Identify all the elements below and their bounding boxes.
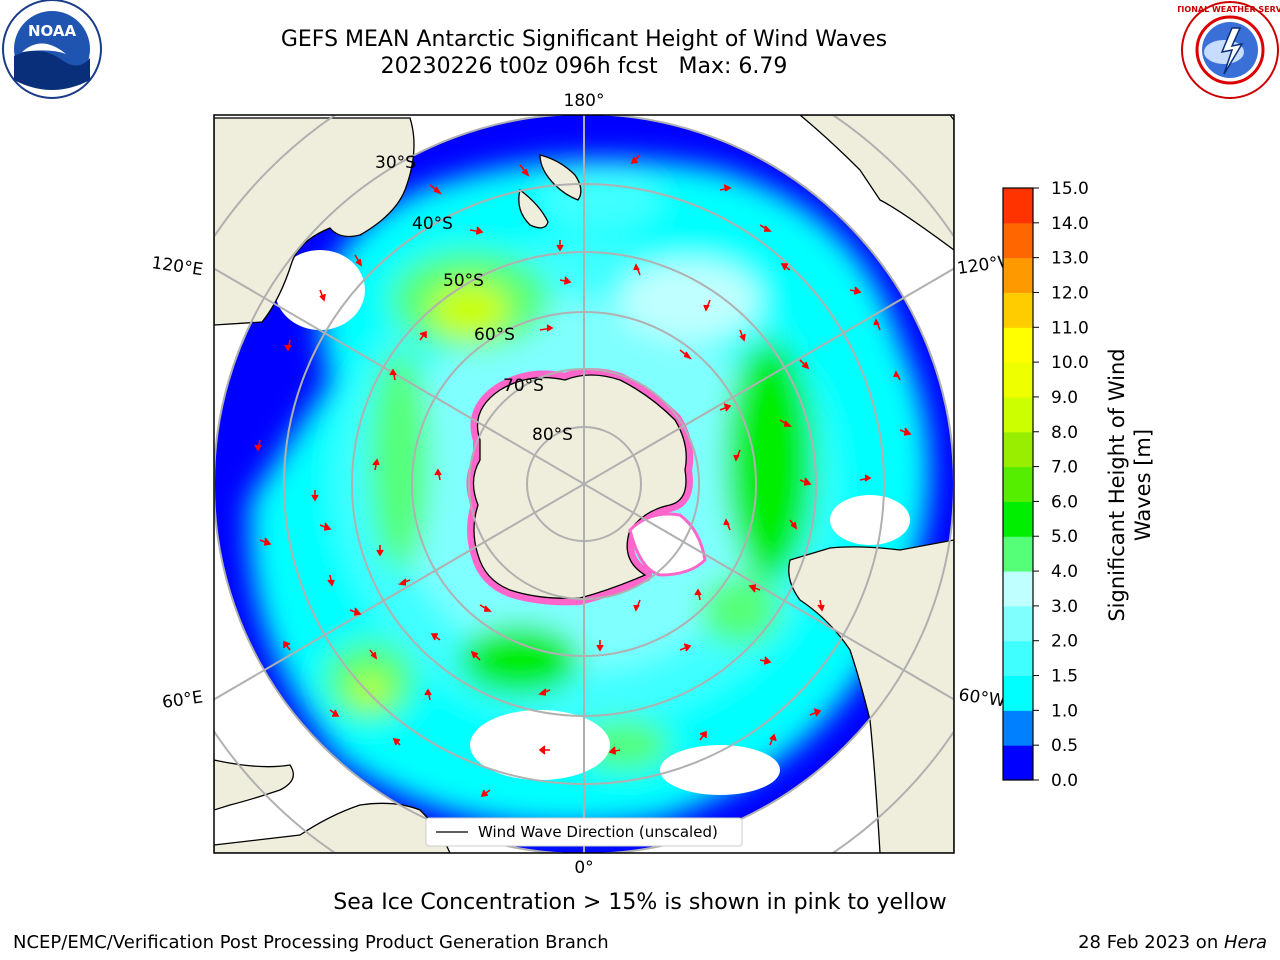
- credit-right: 28 Feb 2023 on Hera: [1078, 932, 1267, 953]
- colorbar-tick-label: 11.0: [1051, 318, 1089, 338]
- colorbar-segment: [1003, 396, 1033, 433]
- colorbar-segment: [1003, 501, 1033, 537]
- colorbar-tick-label: 15.0: [1051, 179, 1089, 199]
- land-masses: [214, 115, 954, 853]
- latitude-labels: 30°S 40°S 50°S 60°S 70°S 80°S: [375, 153, 573, 445]
- colorbar-tick-label: 4.0: [1051, 562, 1078, 582]
- legend-label: Wind Wave Direction (unscaled): [478, 823, 718, 841]
- map-area: Wind Wave Direction (unscaled) 30°S 40°S…: [214, 115, 954, 853]
- credit-left: NCEP/EMC/Verification Post Processing Pr…: [13, 932, 609, 953]
- colorbar-tick-label: 13.0: [1051, 249, 1089, 269]
- colorbar-segment: [1003, 362, 1033, 398]
- map-figure: Wind Wave Direction (unscaled) 30°S 40°S…: [150, 91, 1155, 878]
- colorbar-label-line1: Significant Height of Wind: [1105, 348, 1129, 621]
- colorbar-segment: [1003, 536, 1033, 572]
- lat-label-30s: 30°S: [375, 153, 416, 173]
- lon-label-120e: 120°E: [150, 253, 204, 280]
- chart-title: GEFS MEAN Antarctic Significant Height o…: [280, 27, 888, 52]
- credit-host: Hera: [1223, 932, 1267, 953]
- colorbar-tick-label: 1.0: [1051, 701, 1078, 721]
- colorbar-segment: [1003, 640, 1033, 677]
- map-legend: Wind Wave Direction (unscaled): [425, 817, 743, 847]
- lon-label-60w: 60°W: [957, 685, 1006, 711]
- wind-direction-arrows: [254, 154, 912, 798]
- colorbar-tick-label: 1.5: [1051, 667, 1078, 687]
- lon-label-180: 180°: [564, 91, 605, 111]
- map-frame: [213, 114, 955, 854]
- sea-ice-note: Sea Ice Concentration > 15% is shown in …: [333, 890, 947, 915]
- colorbar-tick-label: 0.5: [1051, 736, 1078, 756]
- colorbar-tick-label: 5.0: [1051, 527, 1078, 547]
- lat-label-70s: 70°S: [503, 376, 544, 396]
- colorbar-tick-label: 0.0: [1051, 771, 1078, 791]
- colorbar-tick-label: 3.0: [1051, 597, 1078, 617]
- lat-label-80s: 80°S: [532, 425, 573, 445]
- noaa-logo-text: NOAA: [28, 22, 77, 40]
- credit-date: 28 Feb 2023 on: [1078, 932, 1224, 953]
- colorbar-segment: [1003, 431, 1033, 468]
- colorbar-tick-label: 9.0: [1051, 388, 1078, 408]
- lat-label-40s: 40°S: [412, 214, 453, 234]
- colorbar-segment: [1003, 222, 1033, 259]
- colorbar: 0.0 0.5 1.0 1.5 2.0 3.0 4.0 5.0 6.0 7.0 8.0 9.0 10.0…: [1002, 179, 1089, 791]
- colorbar-segment: [1003, 745, 1033, 781]
- colorbar-segment: [1003, 605, 1033, 642]
- colorbar-segment: [1003, 466, 1033, 502]
- colorbar-tick-label: 12.0: [1051, 283, 1089, 303]
- colorbar-segment: [1003, 710, 1033, 746]
- lat-label-50s: 50°S: [443, 271, 484, 291]
- colorbar-label-line2: Waves [m]: [1131, 429, 1155, 541]
- colorbar-tick-label: 2.0: [1051, 632, 1078, 652]
- noaa-logo: NOAA: [2, 0, 102, 99]
- colorbar-segment: [1003, 675, 1033, 711]
- colorbar-frame: [1002, 187, 1034, 781]
- colorbar-segment: [1003, 327, 1033, 363]
- lon-label-60e: 60°E: [161, 687, 204, 712]
- colorbar-segment: [1003, 571, 1033, 607]
- nws-logo: NATIONAL WEATHER SERVICE: [1178, 1, 1280, 99]
- colorbar-segment: [1003, 188, 1033, 224]
- colorbar-tick-label: 6.0: [1051, 492, 1078, 512]
- colorbar-segment: [1003, 257, 1033, 293]
- colorbar-segment: [1003, 292, 1033, 328]
- colorbar-tick-label: 7.0: [1051, 458, 1078, 478]
- chart-subtitle: 20230226 t00z 096h fcst Max: 6.79: [380, 54, 788, 79]
- colorbar-tick-label: 10.0: [1051, 353, 1089, 373]
- colorbar-tick-label: 14.0: [1051, 214, 1089, 234]
- lon-label-0: 0°: [574, 858, 593, 878]
- colorbar-tick-label: 8.0: [1051, 423, 1078, 443]
- lat-label-60s: 60°S: [474, 325, 515, 345]
- graticule: [214, 115, 954, 853]
- nws-logo-text: NATIONAL WEATHER SERVICE: [1178, 5, 1280, 14]
